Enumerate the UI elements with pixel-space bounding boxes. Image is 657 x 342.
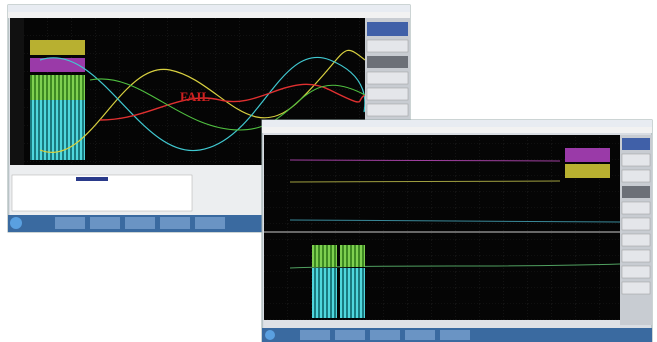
title-bar [262,120,652,127]
sidebar-button-active[interactable] [622,138,650,150]
cyan-trace [39,56,366,152]
yellow-block [30,40,85,55]
sidebar-button[interactable] [366,87,409,101]
menu-bar [262,127,652,133]
taskbar-item[interactable] [405,330,435,340]
cyan-block [312,268,337,318]
sidebar-button[interactable] [621,201,651,215]
taskbar-item[interactable] [90,217,120,229]
cyan-trace [289,219,621,223]
menu-bar [8,12,410,18]
yellow-block [565,164,610,178]
sidebar-button[interactable] [621,169,651,183]
window-1: FAIL [7,4,411,233]
taskbar-item[interactable] [440,330,470,340]
sidebar-button[interactable] [622,186,650,198]
magenta-block [565,148,610,162]
magenta-block [30,58,85,72]
sidebar-button[interactable] [621,249,651,263]
sidebar-button[interactable] [621,217,651,231]
sidebar-button[interactable] [621,153,651,167]
start-button[interactable] [265,330,275,340]
cyan-block [340,268,365,318]
status-label: FAIL [180,89,210,104]
sidebar-button[interactable] [366,39,409,53]
cyan-block [30,100,85,160]
yellow-trace [289,180,561,183]
taskbar-item[interactable] [55,217,85,229]
title-bar [8,5,410,12]
table-selected-cell [76,177,108,181]
start-button[interactable] [10,217,22,229]
taskbar-item[interactable] [125,217,155,229]
green-trace [89,78,366,131]
sidebar-button[interactable] [621,265,651,279]
sidebar-button[interactable] [621,281,651,295]
sidebar-button[interactable] [367,56,408,68]
sidebar-button[interactable] [621,233,651,247]
taskbar-item[interactable] [160,217,190,229]
green-block [30,75,85,100]
window-2 [261,119,653,342]
sidebar-button[interactable] [366,71,409,85]
sidebar-button-active[interactable] [367,22,408,36]
status-bar [264,320,620,328]
green-block [340,245,365,267]
green-block [312,245,337,267]
taskbar-item[interactable] [300,330,330,340]
taskbar-item[interactable] [370,330,400,340]
sidebar-button[interactable] [366,103,409,117]
magenta-trace [289,159,561,162]
axis-strip [10,18,24,165]
red-trace [99,83,366,121]
yellow-trace [39,49,366,153]
taskbar-item[interactable] [195,217,225,229]
taskbar-item[interactable] [335,330,365,340]
